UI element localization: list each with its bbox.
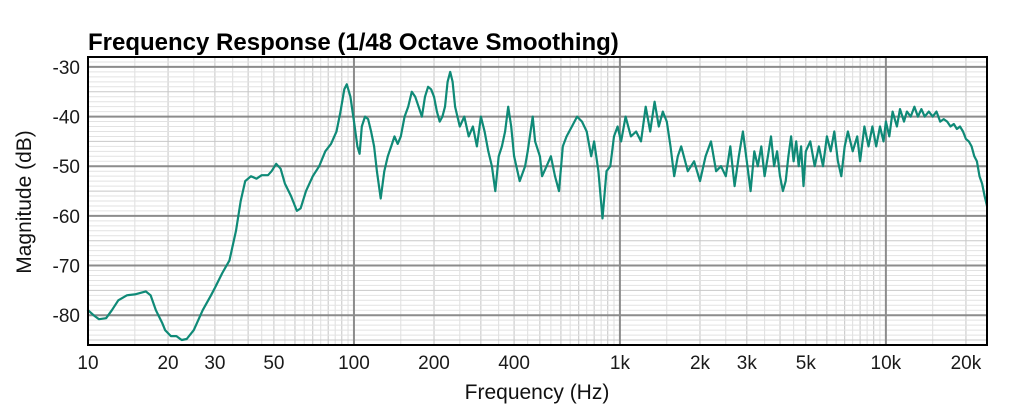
y-axis-tick-labels: -30 -40 -50 -60 -70 -80 (53, 58, 80, 327)
y-tick-label: -70 (53, 257, 80, 278)
plot-area-frame (87, 56, 988, 346)
x-tick-label: 20k (951, 353, 982, 374)
x-tick-label: 1k (610, 353, 631, 374)
x-tick-label: 10k (871, 353, 902, 374)
y-tick-label: -60 (53, 207, 80, 228)
series-layer (86, 70, 989, 342)
y-tick-label: -40 (53, 108, 80, 129)
x-tick-label: 10 (77, 353, 98, 374)
x-tick-label: 50 (263, 353, 284, 374)
x-axis-title: Frequency (Hz) (465, 381, 610, 404)
chart-title: Frequency Response (1/48 Octave Smoothin… (88, 29, 619, 56)
y-tick-label: -30 (53, 58, 80, 79)
x-tick-label: 5k (796, 353, 817, 374)
y-tick-label: -50 (53, 157, 80, 178)
x-tick-label: 200 (418, 353, 450, 374)
x-tick-label: 100 (338, 353, 370, 374)
y-axis-title: Magnitude (dB) (13, 130, 36, 274)
minor-gridlines (88, 56, 987, 346)
y-tick-label: -80 (53, 306, 80, 327)
x-tick-label: 3k (737, 353, 758, 374)
x-tick-label: 2k (690, 353, 711, 374)
x-tick-label: 30 (204, 353, 225, 374)
response-curve (86, 70, 989, 342)
x-tick-label: 400 (498, 353, 530, 374)
x-tick-label: 20 (157, 353, 178, 374)
x-axis-tick-labels: 10 20 30 50 100 200 400 1k 2k 3k 5k 10k 20k (77, 353, 981, 374)
